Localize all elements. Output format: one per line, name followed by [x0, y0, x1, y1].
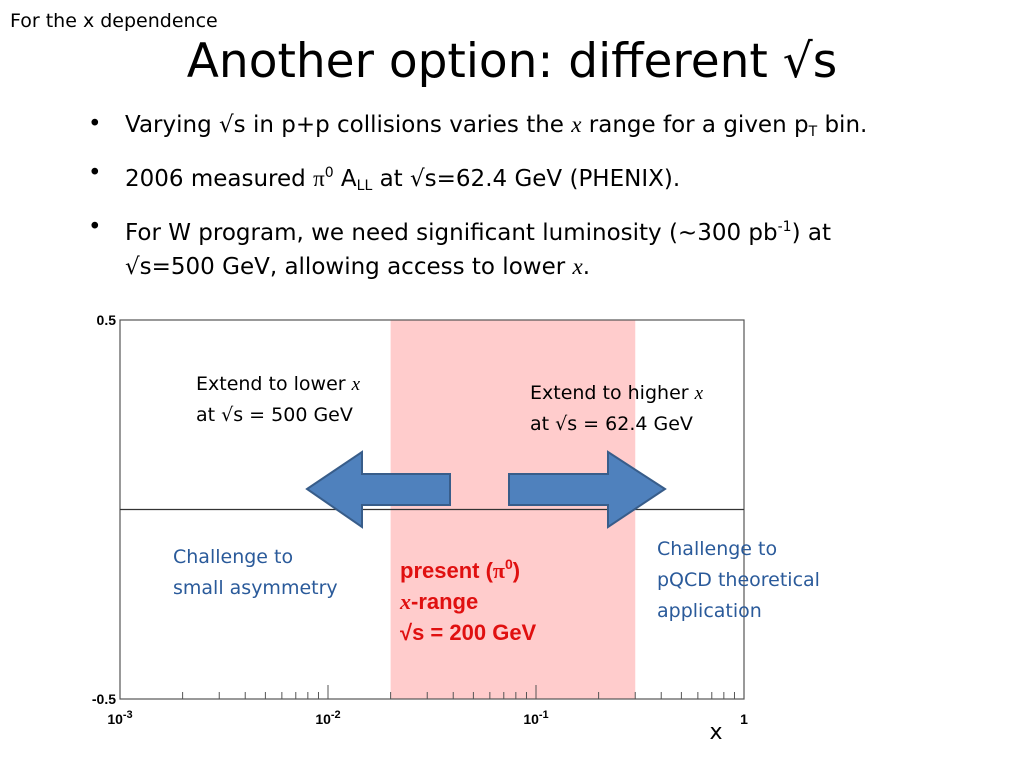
x-axis-tick-labels: 10-3 10-2 10-1 1 — [107, 709, 748, 727]
extend-lower-label: Extend to lower x at √s = 500 GeV — [196, 369, 360, 431]
challenge-small-line2: small asymmetry — [173, 577, 338, 599]
extend-higher-line1: Extend to higher — [530, 382, 695, 404]
bullet-2-text: 2006 measured — [125, 166, 314, 192]
bullet-3-sup: -1 — [777, 219, 792, 235]
bullet-1-text: Varying √s in p+p collisions varies the — [125, 112, 572, 138]
present-line2: -range — [411, 589, 479, 614]
bullet-1-post: bin. — [817, 112, 868, 138]
challenge-pqcd-line1: Challenge to — [657, 538, 778, 560]
present-line1b: ) — [512, 558, 521, 583]
present-pi: π — [492, 558, 505, 583]
present-line1a: present ( — [400, 558, 493, 583]
bullet-list: Varying √s in p+p collisions varies the … — [88, 108, 988, 292]
present-sup: 0 — [504, 556, 513, 572]
x-axis-ticks — [119, 685, 735, 699]
extend-higher-label: Extend to higher x at √s = 62.4 GeV — [530, 378, 703, 440]
bullet-3-mid: ) at — [791, 220, 831, 246]
chart: 10-3 10-2 10-1 1 0.5 -0.5 x — [92, 312, 748, 745]
bullet-2-pi: π — [313, 166, 325, 191]
bullet-item-1: Varying √s in p+p collisions varies the … — [88, 108, 988, 149]
bullet-1-sub: T — [808, 124, 818, 140]
corner-note: For the x dependence — [10, 10, 218, 32]
bullet-item-3: For W program, we need significant lumin… — [88, 211, 988, 284]
challenge-pqcd-line2: pQCD theoretical — [657, 569, 820, 591]
bullet-1-mid: range for a given p — [581, 112, 809, 138]
y-axis-tick-labels: 0.5 -0.5 — [92, 312, 116, 707]
bullet-1-x: x — [571, 112, 582, 137]
extend-higher-x: x — [694, 383, 704, 404]
right-arrow — [508, 450, 667, 529]
y-tick-label: 0.5 — [97, 312, 117, 328]
challenge-small-line1: Challenge to — [173, 546, 294, 568]
extend-higher-line2: at √s = 62.4 GeV — [530, 413, 693, 435]
x-axis-label: x — [709, 720, 722, 745]
bullet-3-x: x — [572, 254, 583, 279]
bullet-3-line2: √s=500 GeV, allowing access to lower — [125, 254, 573, 280]
challenge-small-label: Challenge to small asymmetry — [173, 542, 338, 604]
present-x: x — [400, 589, 411, 614]
x-tick-label: 10-3 — [107, 709, 132, 727]
bullet-3-text: For W program, we need significant lumin… — [125, 220, 778, 246]
present-range-label: present (π0) x-range √s = 200 GeV — [400, 549, 536, 648]
extend-lower-x: x — [351, 374, 361, 395]
x-tick-label: 10-2 — [315, 709, 340, 727]
challenge-pqcd-line3: application — [657, 600, 762, 622]
slide-title: Another option: different √s — [186, 34, 838, 89]
extend-lower-line2: at √s = 500 GeV — [196, 404, 353, 426]
bullet-2-post: at √s=62.4 GeV (PHENIX). — [372, 166, 681, 192]
bullet-2-sub: LL — [356, 178, 373, 194]
extend-lower-line1: Extend to lower — [196, 373, 352, 395]
bullet-2-sup: 0 — [324, 165, 334, 181]
y-tick-label: -0.5 — [92, 691, 116, 707]
left-arrow — [305, 450, 451, 529]
challenge-pqcd-label: Challenge to pQCD theoretical applicatio… — [657, 534, 820, 627]
bullet-3-post: . — [582, 254, 591, 280]
x-tick-label: 1 — [740, 711, 748, 727]
present-line3: √s = 200 GeV — [400, 620, 537, 645]
bullet-item-2: 2006 measured π0 ALL at √s=62.4 GeV (PHE… — [88, 157, 988, 203]
x-tick-label: 10-1 — [523, 709, 548, 727]
bullet-2-mid: A — [333, 166, 357, 192]
